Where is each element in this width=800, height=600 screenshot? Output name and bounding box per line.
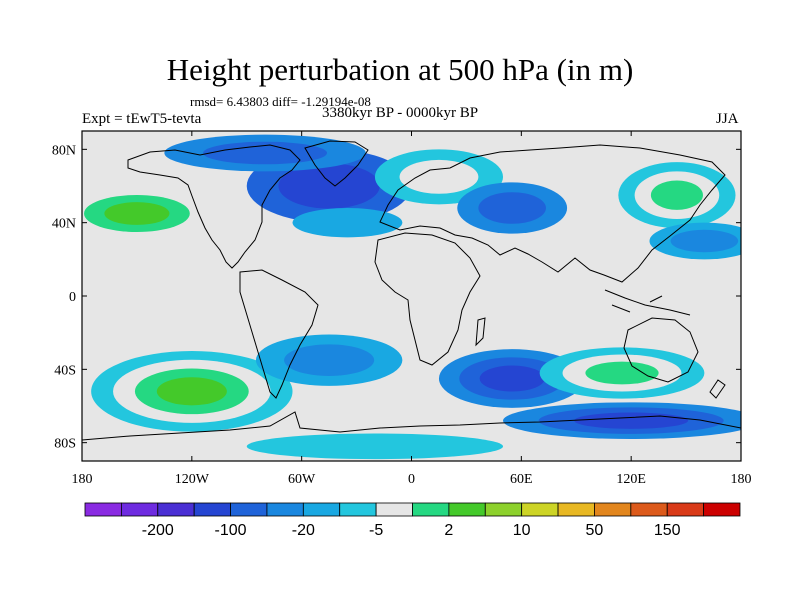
colorbar-swatch [557, 502, 595, 517]
contour-level-3 [479, 365, 545, 392]
chart-title: Height perturbation at 500 hPa (in m) [166, 52, 634, 87]
contour-level-5 [670, 229, 739, 253]
y-tick-label: 80S [54, 437, 76, 452]
contour-level-5 [284, 344, 375, 376]
colorbar-swatch [594, 502, 632, 517]
colorbar-swatch [375, 502, 413, 517]
colorbar-swatch [84, 502, 122, 517]
contour-level-3 [574, 412, 689, 429]
season-label: JJA [716, 111, 739, 127]
experiment-label: Expt = tEwT5-tevta [82, 111, 202, 127]
colorbar-swatch [666, 502, 705, 517]
anomaly-europe-positive [374, 149, 504, 205]
colorbar-swatch [703, 502, 741, 517]
period-label: 3380kyr BP - 0000kyr BP [322, 105, 479, 121]
contour-level-4 [478, 192, 546, 224]
height-anomaly-field [82, 131, 741, 461]
anomaly-southern-ocean-negative [503, 402, 741, 439]
contour-level-9 [585, 361, 659, 385]
anomaly-east-asia-positive [618, 162, 736, 229]
x-tick-label: 120W [175, 472, 210, 487]
anomaly-arctic-negative [164, 134, 366, 172]
contour-level-10 [156, 377, 227, 406]
x-tick-label: 60E [510, 472, 533, 487]
anomaly-north-pacific-negative [649, 222, 741, 260]
colorbar-label: 10 [513, 522, 531, 539]
colorbar-swatch [484, 502, 523, 517]
x-tick-label: 0 [408, 472, 415, 487]
colorbar-swatch [448, 502, 486, 517]
coastline-south-america [239, 269, 319, 399]
y-tick-label: 40N [52, 217, 76, 232]
coastline-maritime-continent [604, 289, 691, 316]
coastline-greenland [304, 140, 369, 187]
coastline-north-america [127, 144, 301, 269]
contour-level-10 [104, 202, 170, 225]
colorbar-label: -100 [215, 522, 247, 539]
contour-level-8 [399, 159, 479, 194]
colorbar-swatch [302, 502, 341, 517]
colorbar-swatch [157, 502, 195, 517]
colorbar-label: 150 [654, 522, 681, 539]
coastlines [82, 140, 741, 441]
anomaly-south-pacific-positive [91, 351, 293, 432]
x-tick-label: 120E [616, 472, 646, 487]
colorbar-swatch [339, 502, 377, 517]
contour-level-9 [650, 180, 703, 210]
colorbar-label: -200 [142, 522, 174, 539]
contour-level-4 [203, 141, 328, 165]
anomaly-alaska-positive [82, 187, 211, 240]
contour-level-7 [246, 433, 504, 460]
y-tick-label: 40S [54, 363, 76, 378]
colorbar-label: -5 [369, 522, 383, 539]
colorbar-swatch [521, 502, 559, 517]
coastline-australia [623, 317, 699, 383]
colorbar-swatch [412, 502, 450, 517]
colorbar: -200 -100 -20 -5 2 10 50 150 [84, 502, 741, 539]
anomaly-siberia-negative [457, 182, 568, 234]
anomaly-antarctic-positive [246, 433, 504, 460]
anomaly-atlantic-negative [292, 208, 403, 238]
coastline-eurasia [379, 144, 726, 283]
anomaly-australia-positive [539, 347, 705, 399]
y-tick-label: 0 [69, 290, 76, 305]
coastline-new-zealand [709, 379, 726, 399]
anomaly-south-atlantic-negative [255, 334, 403, 386]
colorbar-label: 50 [586, 522, 604, 539]
colorbar-swatch [630, 502, 668, 517]
coastline-antarctica [82, 411, 741, 441]
colorbar-swatch [266, 502, 304, 517]
colorbar-swatch [193, 502, 231, 517]
colorbar-label: -20 [292, 522, 315, 539]
y-tick-label: 80N [52, 143, 76, 158]
contour-level-3 [278, 163, 380, 209]
axis-ticks: 80N 40N 0 40S 80S 180 120W 60W 0 60E 120E 180 [52, 131, 752, 487]
x-tick-label: 180 [731, 472, 752, 487]
colorbar-label: 2 [444, 522, 453, 539]
x-tick-label: 180 [72, 472, 93, 487]
coastline-madagascar [475, 317, 486, 347]
colorbar-swatch [120, 502, 159, 517]
contour-level-6 [292, 208, 403, 238]
colorbar-swatch [230, 502, 268, 517]
coastline-africa [374, 232, 481, 366]
rmsd-stats: rmsd= 6.43803 diff= -1.29194e-08 [190, 94, 371, 109]
x-tick-label: 60W [288, 472, 316, 487]
